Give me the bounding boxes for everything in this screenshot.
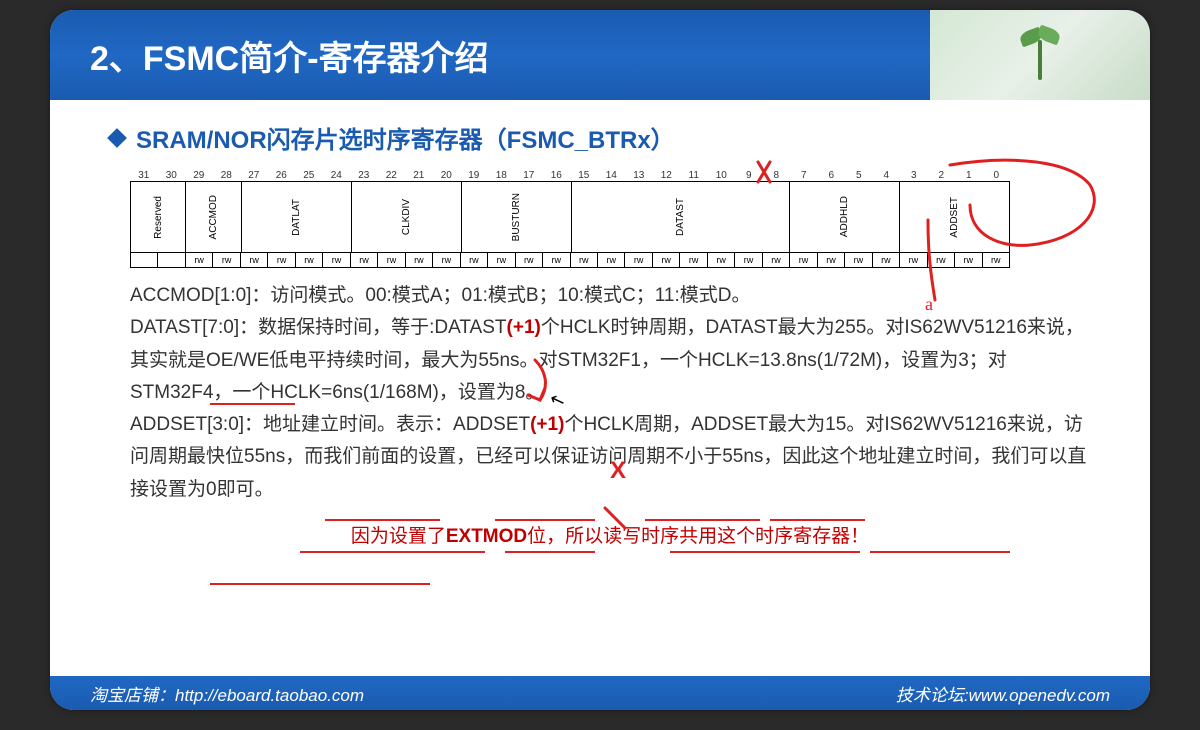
rw-cell: rw xyxy=(873,253,900,267)
bit-number: 24 xyxy=(323,170,351,181)
sprout-icon xyxy=(1010,20,1070,90)
bit-number: 20 xyxy=(433,170,461,181)
rw-cell: rw xyxy=(680,253,707,267)
bit-number: 31 xyxy=(130,170,158,181)
rw-cell: rw xyxy=(406,253,433,267)
slide-footer: 淘宝店铺：http://eboard.taobao.com 技术论坛:www.o… xyxy=(50,676,1150,710)
bit-number: 30 xyxy=(158,170,186,181)
bit-number: 28 xyxy=(213,170,241,181)
bit-number: 2 xyxy=(928,170,956,181)
bit-number: 5 xyxy=(845,170,873,181)
rw-cell: rw xyxy=(351,253,378,267)
red-note: 因为设置了EXTMOD位，所以读写时序共用这个时序寄存器！ xyxy=(130,521,1090,548)
bit-number: 16 xyxy=(543,170,571,181)
header-title: 2、FSMC简介-寄存器介绍 xyxy=(90,31,489,80)
rw-cell: rw xyxy=(571,253,598,267)
accmod-line: ACCMOD[1:0]：访问模式。00:模式A；01:模式B；10:模式C；11… xyxy=(130,280,1090,312)
rw-cell: rw xyxy=(955,253,982,267)
bit-number: 10 xyxy=(708,170,736,181)
bit-number: 22 xyxy=(378,170,406,181)
rw-cell: rw xyxy=(461,253,488,267)
rw-cell: rw xyxy=(625,253,652,267)
rw-cell: rw xyxy=(186,253,213,267)
rw-cell: rw xyxy=(268,253,295,267)
register-field: DATLAT xyxy=(242,182,352,252)
bit-number: 9 xyxy=(735,170,763,181)
register-field: DATAST xyxy=(572,182,791,252)
rw-cell: rw xyxy=(241,253,268,267)
slide: 2、FSMC简介-寄存器介绍 SRAM/NOR闪存片选时序寄存器（FSMC_BT… xyxy=(50,10,1150,710)
rw-cell: rw xyxy=(296,253,323,267)
rw-cell: rw xyxy=(488,253,515,267)
register-rw-row: rwrwrwrwrwrwrwrwrwrwrwrwrwrwrwrwrwrwrwrw… xyxy=(130,253,1010,268)
footer-right: 技术论坛:www.openedv.com xyxy=(896,681,1110,706)
bit-number: 17 xyxy=(515,170,543,181)
body-text: ACCMOD[1:0]：访问模式。00:模式A；01:模式B；10:模式C；11… xyxy=(130,280,1090,506)
header-image xyxy=(930,10,1150,100)
register-field: ADDSET xyxy=(900,182,1009,252)
rw-cell: rw xyxy=(378,253,405,267)
rw-cell: rw xyxy=(708,253,735,267)
bit-number: 8 xyxy=(763,170,791,181)
footer-left: 淘宝店铺：http://eboard.taobao.com xyxy=(90,681,364,706)
rw-cell: rw xyxy=(323,253,350,267)
content-area: SRAM/NOR闪存片选时序寄存器（FSMC_BTRx） 31302928272… xyxy=(50,100,1150,558)
register-fields-row: ReservedACCMODDATLATCLKDIVBUSTURNDATASTA… xyxy=(130,181,1010,253)
rw-cell: rw xyxy=(213,253,240,267)
register-field: BUSTURN xyxy=(462,182,572,252)
datast-block: DATAST[7:0]：数据保持时间，等于:DATAST(+1)个HCLK时钟周… xyxy=(130,312,1090,409)
rw-cell: rw xyxy=(790,253,817,267)
bit-number: 4 xyxy=(873,170,901,181)
rw-cell: rw xyxy=(900,253,927,267)
bit-number: 27 xyxy=(240,170,268,181)
rw-cell xyxy=(158,253,185,267)
bit-number: 11 xyxy=(680,170,708,181)
register-field: ADDHLD xyxy=(790,182,900,252)
rw-cell: rw xyxy=(763,253,790,267)
bit-number: 7 xyxy=(790,170,818,181)
bit-number: 21 xyxy=(405,170,433,181)
bit-number: 3 xyxy=(900,170,928,181)
bit-number: 23 xyxy=(350,170,378,181)
bit-number: 19 xyxy=(460,170,488,181)
rw-cell: rw xyxy=(818,253,845,267)
rw-cell xyxy=(131,253,158,267)
rw-cell: rw xyxy=(845,253,872,267)
slide-header: 2、FSMC简介-寄存器介绍 xyxy=(50,10,1150,100)
rw-cell: rw xyxy=(543,253,570,267)
bit-number: 15 xyxy=(570,170,598,181)
rw-cell: rw xyxy=(653,253,680,267)
bit-number: 0 xyxy=(983,170,1011,181)
diamond-icon xyxy=(107,128,127,148)
bit-number: 26 xyxy=(268,170,296,181)
rw-cell: rw xyxy=(735,253,762,267)
rw-cell: rw xyxy=(433,253,460,267)
bit-number: 14 xyxy=(598,170,626,181)
bit-number: 6 xyxy=(818,170,846,181)
section-title-text: SRAM/NOR闪存片选时序寄存器（FSMC_BTRx） xyxy=(136,120,675,155)
rw-cell: rw xyxy=(928,253,955,267)
register-field: Reserved xyxy=(131,182,186,252)
bit-number: 1 xyxy=(955,170,983,181)
addset-block: ADDSET[3:0]：地址建立时间。表示：ADDSET(+1)个HCLK周期，… xyxy=(130,409,1090,506)
register-diagram: 3130292827262524232221201918171615141312… xyxy=(130,170,1010,268)
bit-number: 18 xyxy=(488,170,516,181)
bit-number: 13 xyxy=(625,170,653,181)
rw-cell: rw xyxy=(516,253,543,267)
rw-cell: rw xyxy=(598,253,625,267)
register-field: CLKDIV xyxy=(352,182,462,252)
bit-number: 12 xyxy=(653,170,681,181)
rw-cell: rw xyxy=(983,253,1009,267)
bit-numbers-row: 3130292827262524232221201918171615141312… xyxy=(130,170,1010,181)
section-title: SRAM/NOR闪存片选时序寄存器（FSMC_BTRx） xyxy=(130,120,1090,155)
bit-number: 29 xyxy=(185,170,213,181)
register-field: ACCMOD xyxy=(186,182,241,252)
bit-number: 25 xyxy=(295,170,323,181)
